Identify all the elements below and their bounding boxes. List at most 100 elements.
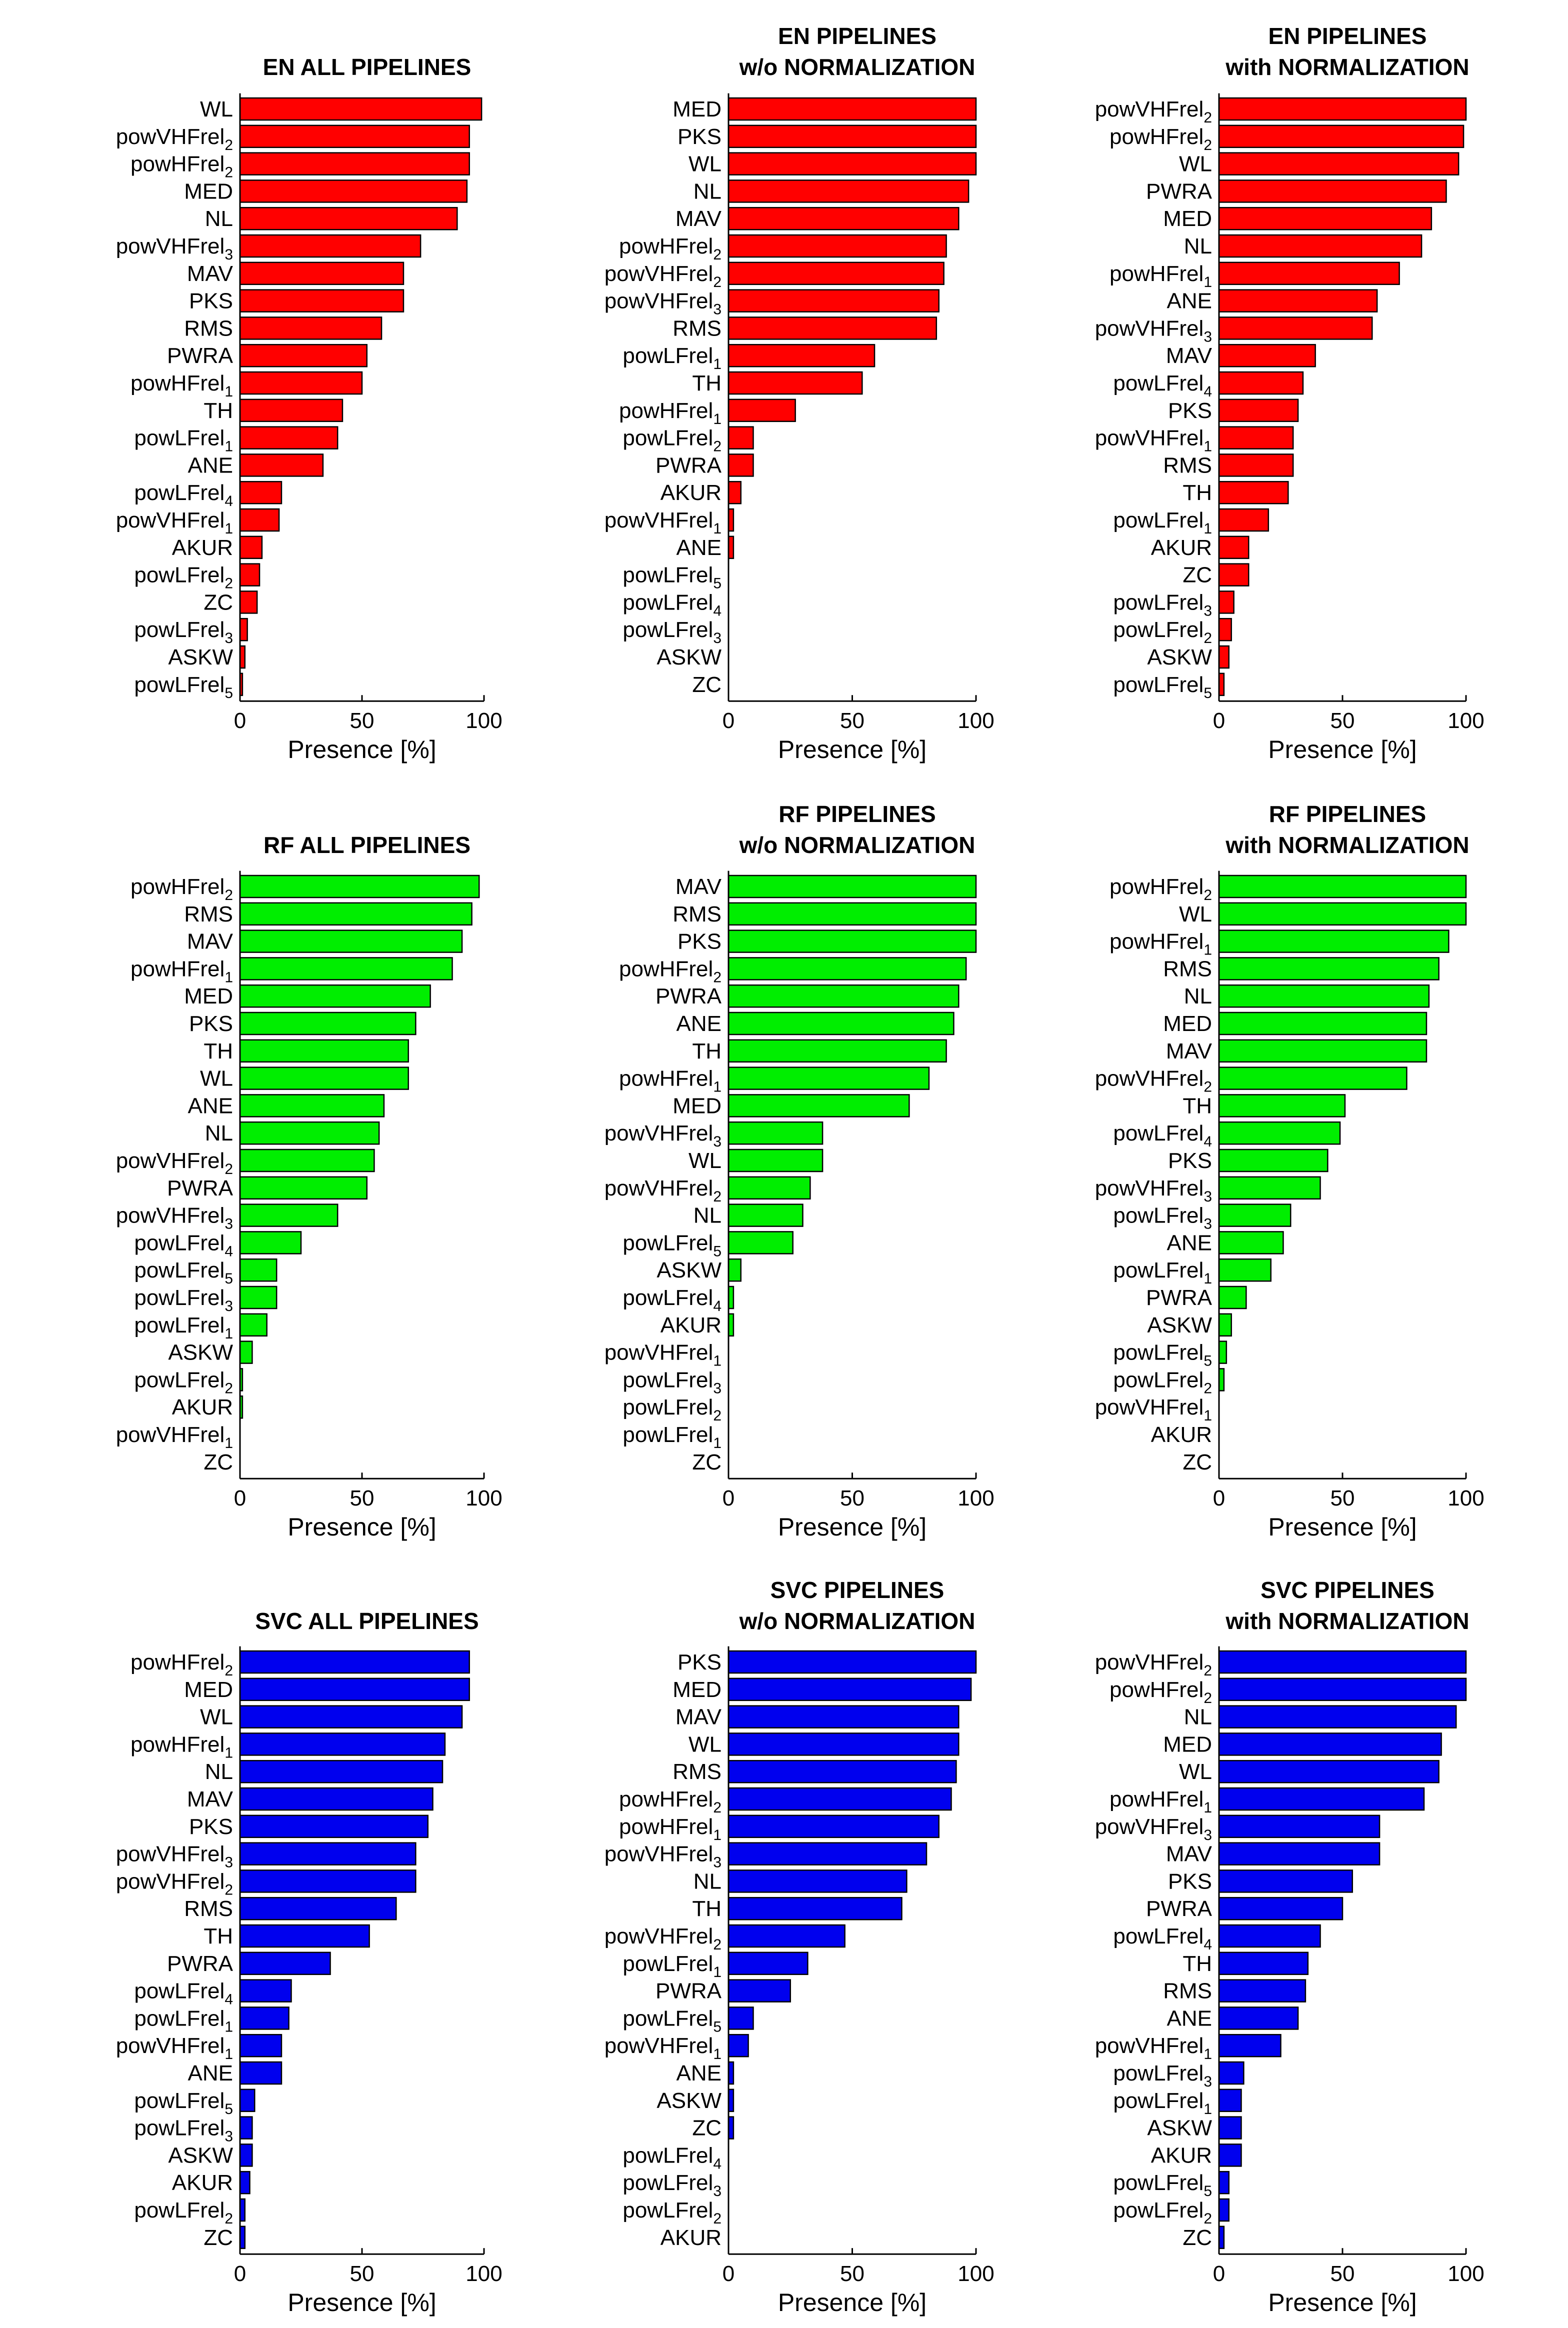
bar <box>239 2006 290 2030</box>
bar <box>239 930 463 953</box>
category-label: powLFrel1 <box>622 1422 722 1452</box>
category-label: powLFrel1 <box>1113 1258 1212 1287</box>
category-label: PKS <box>678 930 722 954</box>
x-tick-label: 0 <box>722 708 734 733</box>
bar <box>239 234 422 258</box>
category-label: powHFrel2 <box>1110 1678 1212 1706</box>
bar <box>1218 1842 1380 1866</box>
x-axis-label: Presence [%] <box>288 2288 436 2316</box>
bar <box>239 1176 368 1200</box>
bar <box>239 618 248 642</box>
x-axis-label: Presence [%] <box>1268 2288 1416 2316</box>
bar <box>239 508 280 532</box>
category-label: WL <box>1179 902 1212 926</box>
category-label: powHFrel1 <box>619 1066 722 1096</box>
bar <box>1218 2198 1230 2222</box>
x-tick-label: 50 <box>840 1486 864 1510</box>
bar <box>239 590 258 614</box>
category-label: powHFrel2 <box>1110 874 1212 904</box>
bar <box>1218 234 1422 258</box>
x-axis-label: Presence [%] <box>778 1513 926 1541</box>
category-label: ZC <box>1182 563 1212 588</box>
chart-panel-3: EN PIPELINES with NORMALIZATION powVHFrel2… <box>1095 23 1484 764</box>
bar <box>728 1842 928 1866</box>
bar <box>728 984 960 1008</box>
category-label: powLFrel4 <box>1113 1924 1212 1953</box>
category-label: powLFrel4 <box>134 1979 233 2008</box>
bar <box>1218 1286 1247 1310</box>
category-label: ZC <box>204 1450 233 1474</box>
bar <box>1218 957 1440 980</box>
bar <box>239 984 431 1008</box>
category-label: powLFrel3 <box>622 618 722 646</box>
bar <box>728 1039 947 1063</box>
bar <box>1218 1066 1408 1090</box>
category-label: powLFrel3 <box>1113 1204 1212 1232</box>
category-label: MAV <box>187 930 234 954</box>
category-label: NL <box>694 1204 722 1228</box>
x-tick-label: 100 <box>466 2262 502 2286</box>
chart-title: SVC PIPELINES <box>770 1577 944 1603</box>
category-label: powLFrel3 <box>1113 590 1212 619</box>
category-label: powVHFrel1 <box>116 508 233 537</box>
category-label: powVHFrel2 <box>604 1176 722 1205</box>
bar <box>1218 563 1250 586</box>
bar <box>239 874 480 898</box>
category-label: MED <box>1163 1732 1212 1756</box>
bar <box>1218 1952 1309 1976</box>
category-label: ANE <box>188 2061 233 2086</box>
bar <box>728 1094 910 1118</box>
category-label: PKS <box>189 289 233 314</box>
category-label: powLFrel5 <box>134 2088 233 2118</box>
bar <box>239 398 344 422</box>
bar <box>728 289 940 312</box>
category-label: powLFrel5 <box>622 2006 722 2035</box>
category-label: MED <box>184 984 233 1008</box>
bar <box>1218 2144 1242 2167</box>
category-label: powVHFrel1 <box>604 1340 722 1370</box>
bar <box>728 206 960 230</box>
category-label: RMS <box>1163 1979 1212 2004</box>
bar <box>728 1924 846 1948</box>
category-label: WL <box>688 1148 722 1173</box>
category-label: NL <box>1184 984 1212 1008</box>
category-label: powLFrel5 <box>134 672 233 702</box>
category-label: powVHFrel3 <box>116 234 233 263</box>
chart-title: RF PIPELINES <box>778 801 936 827</box>
category-label: TH <box>692 1896 722 1921</box>
bar <box>1218 1176 1321 1200</box>
category-label: powLFrel3 <box>1113 2061 1212 2090</box>
chart-panel-9: SVC PIPELINES with NORMALIZATION powVHFrel… <box>1095 1577 1484 2316</box>
bar <box>1218 902 1467 926</box>
bar <box>728 316 938 340</box>
bar <box>1218 398 1299 422</box>
bar <box>239 1842 416 1866</box>
category-label: powHFrel1 <box>1110 262 1212 290</box>
category-label: powVHFrel2 <box>1095 1650 1212 1679</box>
category-label: powLFrel2 <box>622 2198 722 2227</box>
bar <box>239 563 260 586</box>
bar <box>239 1787 434 1811</box>
x-tick-label: 100 <box>1448 2262 1484 2286</box>
bar <box>1218 508 1270 532</box>
x-tick-label: 50 <box>840 2262 864 2286</box>
chart-panel-8: SVC PIPELINES w/o NORMALIZATION PKS MED MAVW… <box>604 1577 994 2316</box>
category-label: powLFrel5 <box>622 1230 722 1260</box>
bar <box>239 1760 444 1784</box>
bar <box>1218 1094 1346 1118</box>
category-label: WL <box>200 1066 233 1091</box>
category-label: powVHFrel3 <box>116 1842 233 1871</box>
category-label: PWRA <box>1146 1286 1212 1310</box>
bar <box>239 1924 370 1948</box>
category-label: powLFrel1 <box>134 2006 233 2035</box>
bar <box>728 1121 824 1145</box>
x-tick-label: 0 <box>234 2262 246 2286</box>
bar <box>239 262 404 286</box>
category-label: powLFrel2 <box>134 1368 233 1396</box>
category-label: MAV <box>676 874 722 899</box>
bar <box>239 1231 302 1254</box>
bar <box>728 1732 960 1756</box>
bar <box>239 1066 409 1090</box>
x-axis-label: Presence [%] <box>288 736 436 764</box>
category-label: MED <box>184 179 233 204</box>
